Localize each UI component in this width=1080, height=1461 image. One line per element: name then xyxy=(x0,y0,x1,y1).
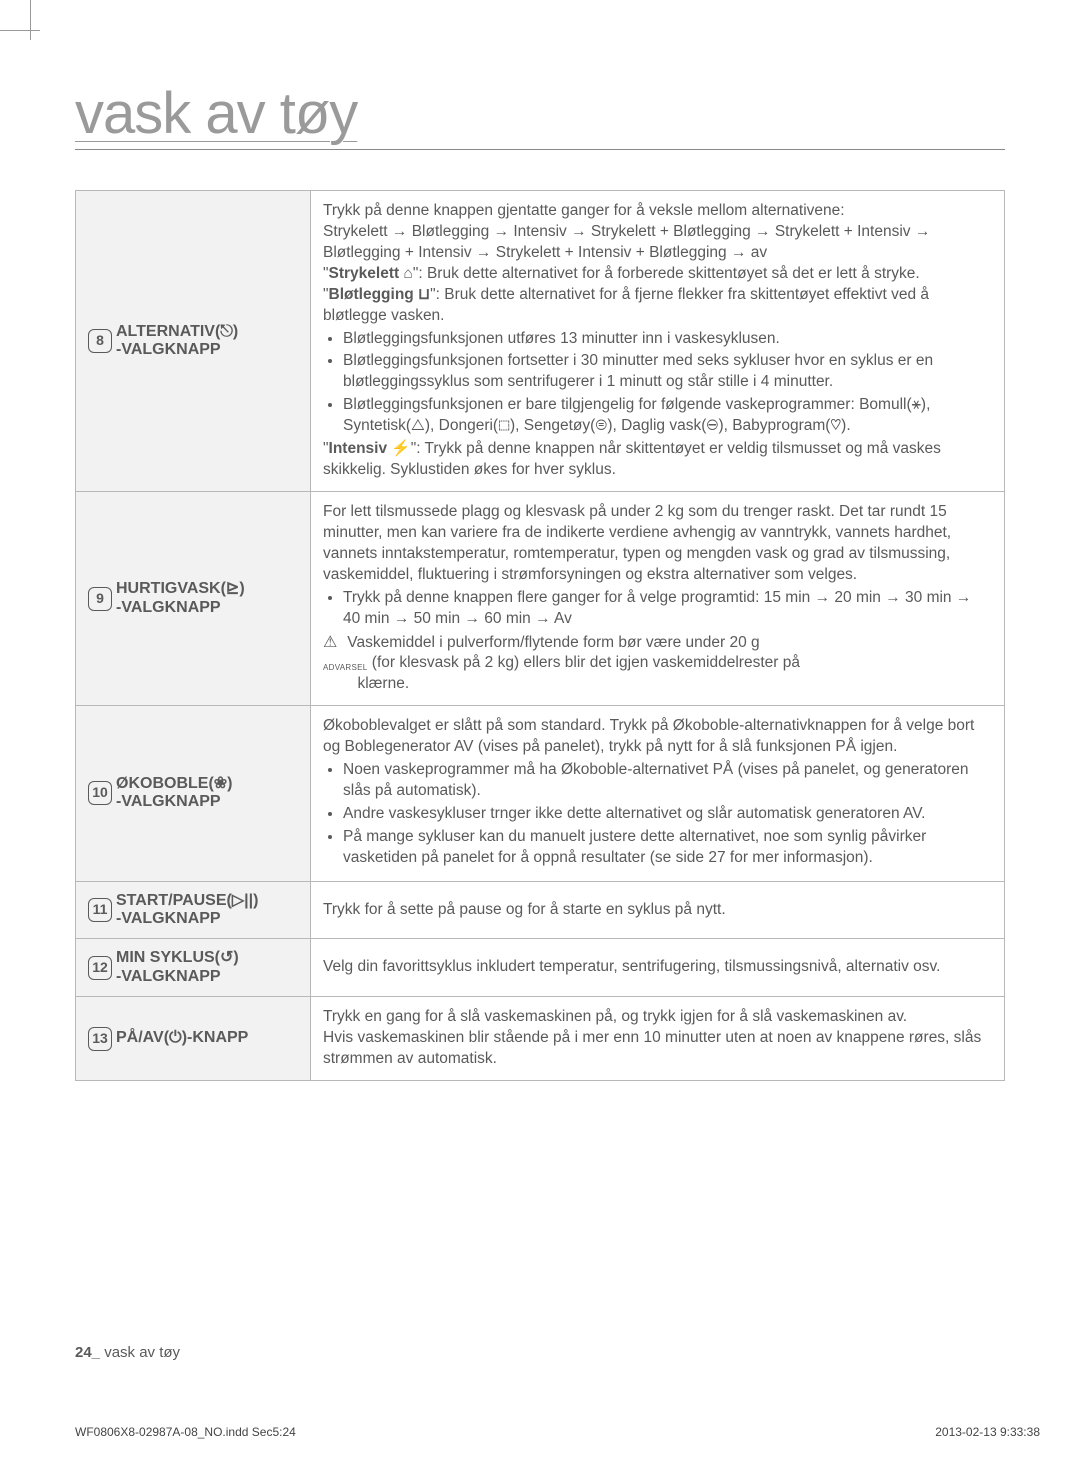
row-number: 11 xyxy=(88,898,112,922)
description-cell: Trykk for å sette på pause og for å star… xyxy=(311,881,1005,939)
label-cell: 10ØKOBOBLE(❀)-VALGKNAPP xyxy=(76,706,311,881)
description-cell: Trykk en gang for å slå vaskemaskinen på… xyxy=(311,997,1005,1081)
label-cell: 9HURTIGVASK(⊵)-VALGKNAPP xyxy=(76,491,311,705)
row-number: 12 xyxy=(88,956,112,980)
description-cell: For lett tilsmussede plagg og klesvask p… xyxy=(311,491,1005,705)
row-number: 13 xyxy=(88,1027,112,1051)
print-mark-right: 2013-02-13 9:33:38 xyxy=(935,1425,1040,1439)
row-label: PÅ/AV(⏻)-KNAPP xyxy=(116,1029,248,1047)
row-label: ALTERNATIV(⎋)-VALGKNAPP xyxy=(116,323,238,360)
page-footer: 24_ vask av tøy xyxy=(75,1344,180,1361)
print-mark-left: WF0806X8-02987A-08_NO.indd Sec5:24 xyxy=(75,1425,296,1439)
row-number: 8 xyxy=(88,329,112,353)
row-label: ØKOBOBLE(❀)-VALGKNAPP xyxy=(116,775,233,812)
label-cell: 11START/PAUSE(▷||)-VALGKNAPP xyxy=(76,881,311,939)
description-cell: Økoboblevalget er slått på som standard.… xyxy=(311,706,1005,881)
row-label: START/PAUSE(▷||)-VALGKNAPP xyxy=(116,892,258,929)
label-cell: 12MIN SYKLUS(↺)-VALGKNAPP xyxy=(76,939,311,997)
page-title: vask av tøy xyxy=(75,80,1005,150)
row-label: HURTIGVASK(⊵)-VALGKNAPP xyxy=(116,580,245,617)
row-number: 9 xyxy=(88,587,112,611)
label-cell: 13PÅ/AV(⏻)-KNAPP xyxy=(76,997,311,1081)
row-number: 10 xyxy=(88,781,112,805)
options-table: 8ALTERNATIV(⎋)-VALGKNAPPTrykk på denne k… xyxy=(75,190,1005,1081)
description-cell: Velg din favorittsyklus inkludert temper… xyxy=(311,939,1005,997)
label-cell: 8ALTERNATIV(⎋)-VALGKNAPP xyxy=(76,191,311,492)
description-cell: Trykk på denne knappen gjentatte ganger … xyxy=(311,191,1005,492)
row-label: MIN SYKLUS(↺)-VALGKNAPP xyxy=(116,949,239,986)
